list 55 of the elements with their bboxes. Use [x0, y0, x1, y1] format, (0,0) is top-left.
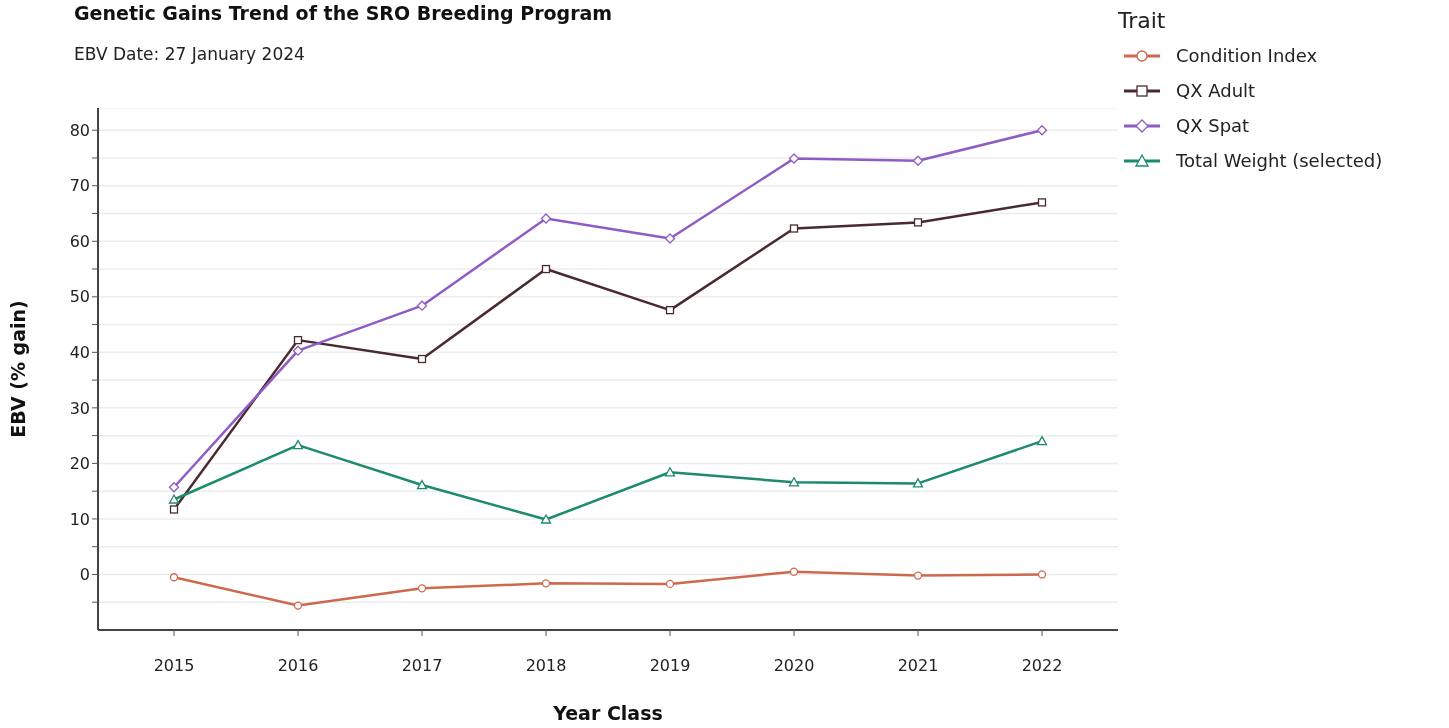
point	[665, 579, 675, 589]
y-tick-label: 0	[79, 565, 90, 585]
point	[1037, 198, 1047, 207]
x-tick-label: 2015	[153, 656, 195, 676]
legend-label: QX Spat	[1176, 115, 1250, 136]
point	[541, 264, 551, 274]
point	[293, 601, 303, 610]
point	[789, 567, 799, 576]
y-tick-label: 10	[69, 509, 90, 529]
point	[1036, 436, 1048, 446]
point	[913, 571, 923, 580]
point	[292, 439, 304, 450]
point	[1037, 570, 1047, 579]
point	[665, 305, 675, 315]
y-tick-label: 40	[69, 343, 90, 363]
point	[169, 505, 179, 514]
point	[664, 467, 676, 477]
y-tick-label: 60	[69, 231, 90, 251]
point	[913, 218, 923, 227]
y-tick-label: 70	[69, 176, 90, 196]
point	[912, 478, 924, 488]
point	[417, 584, 427, 593]
point	[1036, 125, 1048, 136]
x-axis-title: Year Class	[552, 702, 663, 724]
point	[169, 573, 179, 582]
x-tick-label: 2016	[277, 656, 319, 676]
point	[416, 479, 428, 490]
x-tick-label: 2022	[1021, 656, 1063, 676]
point	[292, 345, 304, 356]
point	[540, 514, 552, 524]
y-tick-label: 50	[69, 287, 90, 307]
chart-subtitle: EBV Date: 27 January 2024	[74, 44, 305, 64]
point	[168, 482, 180, 493]
chart-title: Genetic Gains Trend of the SRO Breeding Program	[74, 2, 613, 24]
point	[417, 354, 427, 364]
y-tick-label: 20	[69, 454, 90, 474]
y-tick-label: 80	[69, 120, 90, 140]
legend-label: Total Weight (selected)	[1176, 150, 1383, 171]
point	[789, 224, 799, 233]
x-tick-label: 2019	[649, 656, 691, 676]
x-tick-label: 2021	[897, 656, 939, 676]
point	[416, 300, 428, 311]
legend-label: QX Adult	[1176, 80, 1256, 101]
x-tick-label: 2020	[773, 656, 815, 676]
point	[788, 477, 800, 487]
x-tick-label: 2018	[525, 656, 567, 676]
x-tick-label: 2017	[401, 656, 443, 676]
point	[168, 494, 180, 504]
legend-label: Condition Index	[1176, 45, 1318, 66]
legend-title: Trait	[1118, 8, 1167, 33]
point	[541, 579, 551, 588]
y-axis-title: EBV (% gain)	[6, 300, 29, 438]
point	[912, 155, 924, 166]
y-tick-label: 30	[69, 398, 90, 418]
point	[293, 335, 303, 345]
